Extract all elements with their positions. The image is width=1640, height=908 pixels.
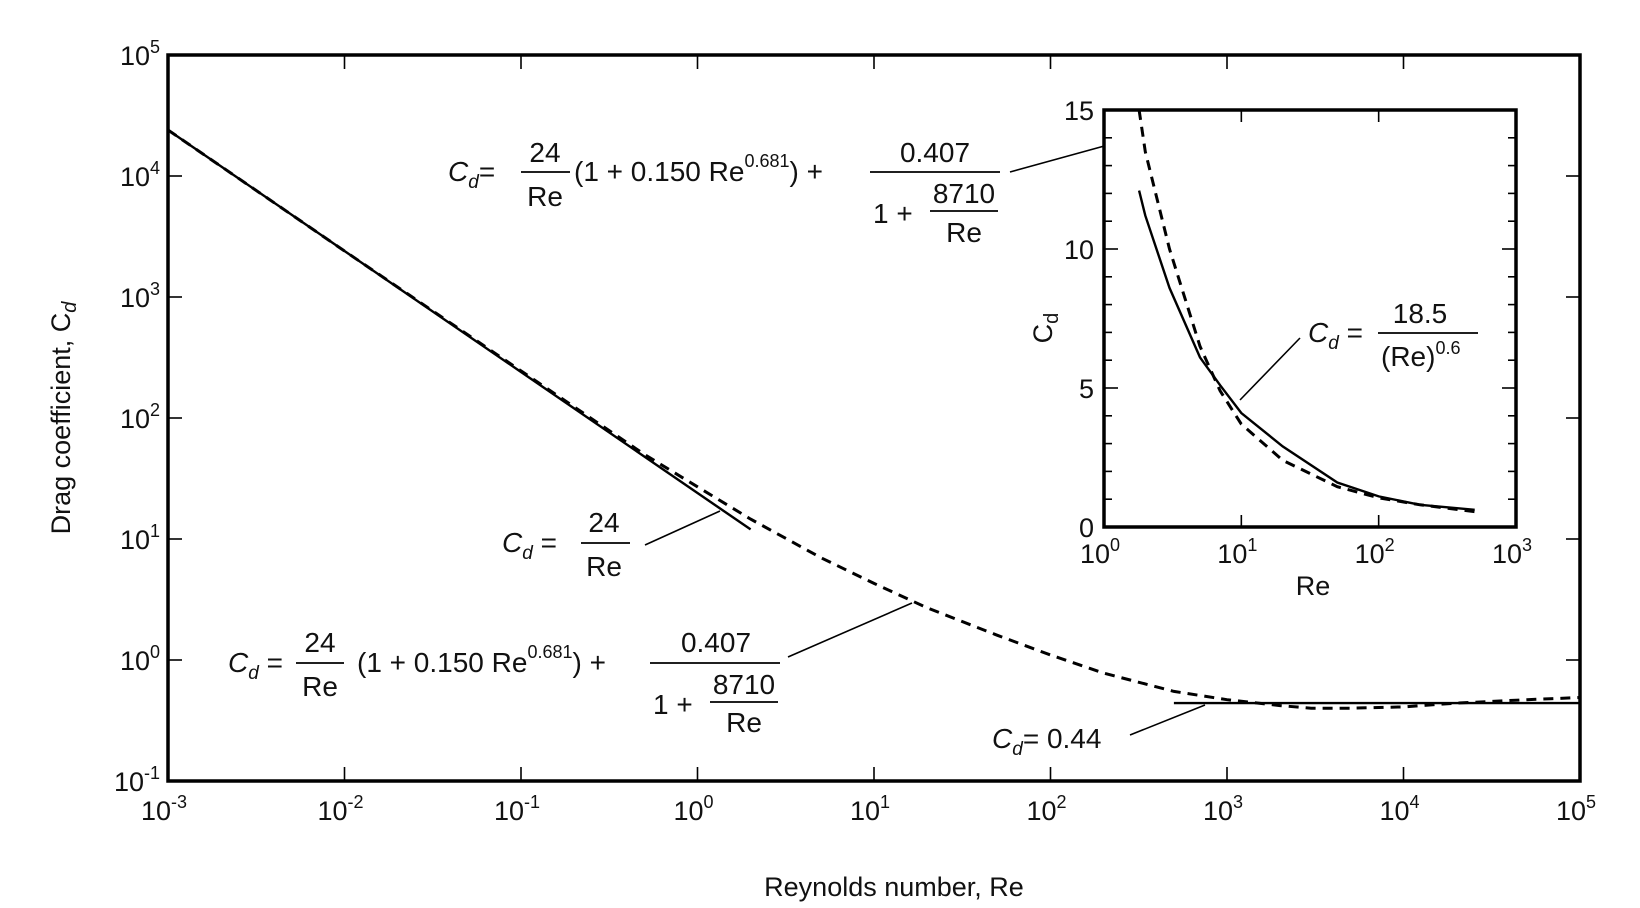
annotation-main-equation-lower: Cd = 24 Re (1 + 0.150 Re0.681) + 0.407 1… [228, 602, 913, 738]
annotation-newton-equation: Cd= 0.44 [992, 704, 1206, 760]
main-y-axis-label: Drag coefficient, Cd [46, 301, 81, 535]
inset-y-axis-label: Cd [1028, 313, 1063, 344]
main-y-tick-label: 100 [120, 642, 160, 676]
main-x-tick-label: 101 [850, 792, 890, 826]
svg-text:Re: Re [586, 551, 622, 582]
main-x-tick-label: 103 [1203, 792, 1243, 826]
svg-text:0.407: 0.407 [681, 627, 751, 658]
main-y-tick-label: 105 [120, 37, 160, 71]
svg-text:Cd= 0.44: Cd= 0.44 [992, 723, 1101, 760]
annotation-fit-equation: Cd = 18.5 (Re)0.6 [1239, 298, 1478, 401]
inset-tick-marks [1103, 109, 1517, 528]
inset-series-group [1137, 109, 1475, 514]
inset-plot-frame [1102, 108, 1518, 529]
main-series-dashed-1 [167, 128, 1581, 710]
inset-series-solid-0 [1137, 190, 1475, 511]
svg-text:24: 24 [529, 137, 560, 168]
main-y-tick-label: 104 [120, 158, 160, 192]
inset-series-dashed-1 [1137, 109, 1475, 514]
svg-text:Re: Re [527, 181, 563, 212]
svg-text:24: 24 [588, 507, 619, 538]
svg-text:(1 + 0.150 Re0.681) +: (1 + 0.150 Re0.681) + [357, 642, 606, 678]
main-y-tick-label: 10-1 [114, 763, 160, 797]
stokes-leader-line [644, 510, 721, 546]
inset-background [1104, 110, 1516, 527]
svg-text:24: 24 [304, 627, 335, 658]
inset-x-tick-label: 100 [1080, 535, 1120, 569]
inset-x-tick-label: 101 [1217, 535, 1257, 569]
svg-text:0.407: 0.407 [900, 137, 970, 168]
svg-text:1 +: 1 + [873, 198, 913, 229]
fit-leader-line [1239, 337, 1301, 401]
inset-plot: 100 101 102 103 0 5 10 15 Re Cd Cd = 18.5 (Re)… [1028, 96, 1532, 601]
inset-x-axis-label: Re [1296, 571, 1331, 601]
main-x-tick-label: 100 [673, 792, 713, 826]
main-x-tick-label: 10-3 [141, 792, 187, 826]
svg-text:Cd =: Cd = [502, 527, 557, 564]
main-x-tick-label: 10-1 [494, 792, 540, 826]
svg-text:(1 + 0.150 Re0.681) +: (1 + 0.150 Re0.681) + [574, 151, 823, 187]
main-tick-marks [167, 54, 1581, 782]
inset-y-tick-labels: 0 5 10 15 [1064, 96, 1094, 543]
svg-text:Re: Re [946, 217, 982, 248]
main-plot: 10-3 10-2 10-1 100 101 102 103 104 105 10-110010… [46, 37, 1596, 902]
main-y-tick-labels: 10-1 100 101 102 103 104 105 [114, 37, 160, 797]
svg-text:(Re)0.6: (Re)0.6 [1381, 338, 1460, 372]
newton-leader-line [1129, 704, 1206, 736]
inset-y-tick-label: 10 [1064, 235, 1094, 265]
svg-text:1 +: 1 + [653, 689, 693, 720]
svg-text:Re: Re [726, 707, 762, 738]
svg-text:Re: Re [302, 671, 338, 702]
inset-y-tick-label: 5 [1079, 374, 1094, 404]
inset-y-tick-label: 15 [1064, 96, 1094, 126]
annotation-stokes-equation: Cd = 24 Re [502, 507, 721, 582]
svg-text:Cd =: Cd = [228, 647, 283, 684]
main-x-tick-label: 104 [1379, 792, 1419, 826]
main-x-tick-label: 102 [1026, 792, 1066, 826]
svg-text:18.5: 18.5 [1393, 298, 1448, 329]
svg-text:8710: 8710 [713, 669, 775, 700]
annotation-main-equation-upper: Cd= 24 Re (1 + 0.150 Re0.681) + 0.407 1 … [448, 133, 1149, 248]
inset-y-tick-label: 0 [1079, 513, 1094, 543]
main-x-tick-label: 10-2 [317, 792, 363, 826]
inset-x-tick-label: 103 [1492, 535, 1532, 569]
svg-text:8710: 8710 [933, 178, 995, 209]
svg-text:Cd=: Cd= [448, 156, 495, 193]
main-y-tick-label: 103 [120, 279, 160, 313]
main-y-tick-label: 102 [120, 400, 160, 434]
main-x-tick-label: 105 [1556, 792, 1596, 826]
main-series-group [167, 128, 1581, 710]
main-equation-leader-line [787, 602, 913, 658]
svg-text:Cd =: Cd = [1308, 317, 1363, 354]
inset-x-tick-labels: 100 101 102 103 [1080, 535, 1532, 569]
main-x-tick-labels: 10-3 10-2 10-1 100 101 102 103 104 105 [141, 792, 1596, 826]
inset-x-tick-label: 102 [1355, 535, 1395, 569]
main-y-tick-label: 101 [120, 521, 160, 555]
main-x-axis-label: Reynolds number, Re [764, 872, 1024, 902]
